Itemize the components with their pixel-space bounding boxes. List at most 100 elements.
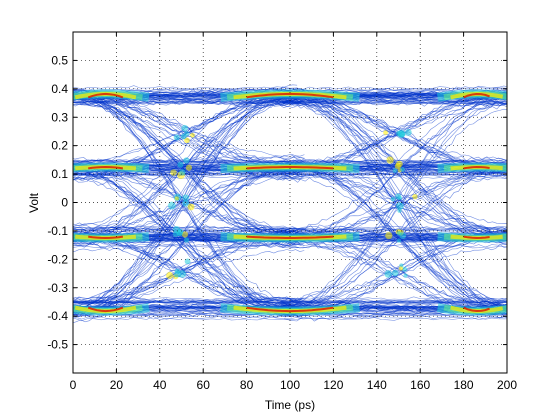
crossing-hotspot [181, 231, 189, 238]
y-tick-label: 0.5 [51, 53, 68, 67]
density-band [246, 166, 334, 170]
density-band [463, 165, 490, 170]
crossing-hotspot [385, 231, 393, 240]
crossing-hotspot [399, 131, 406, 138]
crossing-hotspot [402, 266, 408, 272]
crossing-hotspot [184, 131, 190, 137]
crossing-hotspot [187, 203, 195, 211]
eye-trace [73, 96, 300, 305]
crossing-hotspot [386, 156, 394, 164]
crossing-hotspot [391, 269, 399, 277]
y-tick-label: -0.1 [47, 224, 68, 238]
x-tick-label: 60 [197, 378, 211, 392]
density-band [463, 306, 490, 313]
density-band [246, 235, 334, 239]
y-tick-label: -0.3 [47, 281, 68, 295]
y-tick-label: 0.2 [51, 139, 68, 153]
density-band [87, 306, 124, 313]
eye-trace [279, 95, 507, 308]
crossing-hotspot [183, 157, 190, 164]
crossing-hotspot [166, 271, 174, 280]
x-tick-label: 100 [280, 378, 300, 392]
density-band [87, 92, 124, 99]
grid [73, 32, 507, 373]
crossing-hotspot [190, 132, 195, 138]
y-axis-label: Volt [27, 192, 41, 213]
level-trace [73, 173, 507, 177]
crossing-hotspot [184, 137, 190, 144]
y-tick-label: -0.4 [47, 309, 68, 323]
crossing-hotspot [403, 273, 408, 278]
level-trace [73, 300, 507, 305]
x-tick-label: 140 [367, 378, 387, 392]
crossing-hotspot [167, 201, 176, 210]
crossing-hotspot [174, 196, 179, 201]
crossing-hotspot [396, 238, 402, 243]
x-tick-label: 40 [153, 378, 167, 392]
x-tick-label: 160 [410, 378, 430, 392]
crossing-hotspot [181, 124, 188, 132]
x-tick-label: 0 [70, 378, 77, 392]
level-trace [73, 315, 507, 321]
crossing-hotspot [170, 169, 177, 176]
crossing-hotspot [383, 130, 388, 136]
crossing-hotspot [179, 169, 186, 176]
y-tick-label: 0 [61, 196, 68, 210]
crossing-hotspot [182, 199, 190, 207]
crossing-hotspot [394, 163, 401, 170]
crossing-hotspot [184, 258, 191, 265]
level-trace [73, 242, 507, 248]
y-tick-label: 0.4 [51, 82, 68, 96]
crossing-hotspot [177, 161, 184, 168]
level-trace [73, 175, 507, 181]
x-tick-label: 80 [240, 378, 254, 392]
x-tick-label: 180 [454, 378, 474, 392]
density-band [463, 235, 490, 240]
crossing-hotspot [396, 202, 404, 210]
level-trace [73, 296, 507, 301]
crossing-hotspot [398, 266, 404, 271]
crossing-hotspot [176, 229, 184, 237]
level-trace [73, 316, 507, 322]
crossing-hotspot [404, 129, 412, 136]
level-trace [73, 100, 507, 105]
crossing-hotspot [185, 164, 193, 171]
y-tick-label: -0.2 [47, 252, 68, 266]
crossing-hotspot [397, 208, 402, 213]
crossing-hotspot [173, 134, 180, 141]
x-tick-label: 20 [110, 378, 124, 392]
density-band [88, 165, 124, 170]
level-trace [73, 227, 507, 233]
crossing-hotspot [397, 195, 403, 201]
x-tick-label: 200 [497, 378, 517, 392]
density-band [463, 92, 490, 99]
crossing-hotspot [384, 270, 392, 278]
level-trace [73, 160, 507, 165]
crossing-hotspot [412, 193, 418, 200]
crossing-hotspot [183, 237, 190, 243]
plot-area [73, 84, 507, 324]
y-tick-label: -0.5 [47, 338, 68, 352]
level-trace [73, 172, 507, 177]
density-band [246, 306, 334, 313]
crossing-hotspot [400, 167, 405, 172]
x-tick-labels: 0 20 40 60 80 100 120 140 160 180 200 [70, 378, 518, 392]
level-trace [73, 312, 507, 317]
crossing-hotspot [173, 270, 181, 278]
x-tick-label: 120 [323, 378, 343, 392]
density-band [88, 235, 124, 240]
x-axis-label: Time (ps) [265, 398, 315, 412]
y-tick-label: 0.1 [51, 167, 68, 181]
level-trace [73, 99, 507, 104]
density-band [246, 92, 334, 99]
axis-ticks [72, 32, 508, 373]
crossing-hotspot [178, 270, 187, 278]
crossing-hotspot [396, 231, 402, 236]
crossing-hotspot [182, 194, 190, 202]
eye-trace [275, 170, 507, 232]
crossing-hotspot [390, 196, 396, 202]
crossing-hotspot [392, 168, 398, 173]
y-tick-label: 0.3 [51, 110, 68, 124]
y-tick-labels: -0.5 -0.4 -0.3 -0.2 -0.1 0 0.1 0.2 0.3 0.4 0.5 [47, 53, 68, 351]
